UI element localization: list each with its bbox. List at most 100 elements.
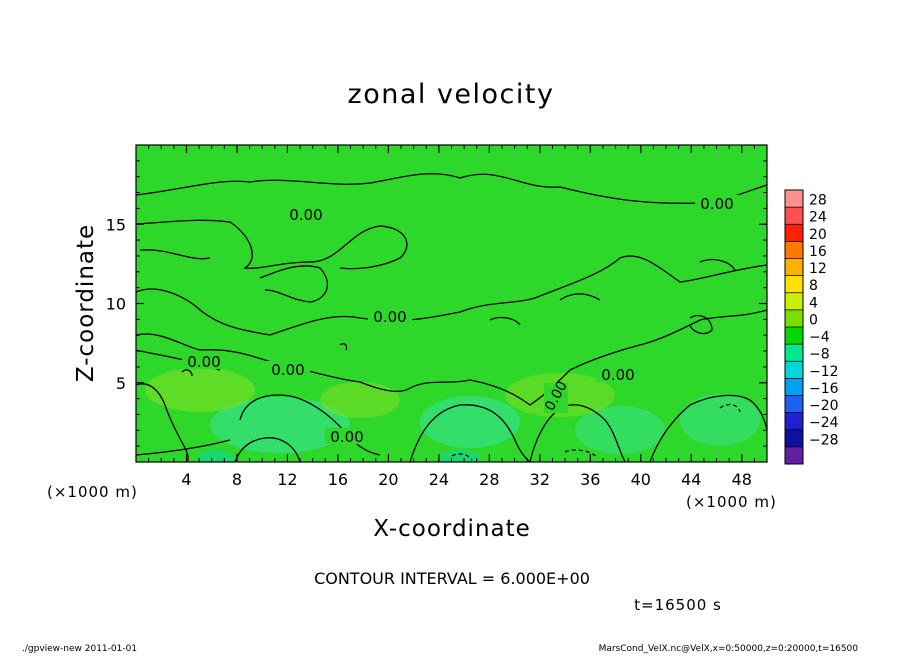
contour-line-dashed — [719, 403, 741, 413]
contour-line — [489, 316, 521, 326]
contour-label-bg — [284, 206, 328, 222]
colorbar-swatch — [785, 292, 803, 311]
x-tick-label: 24 — [429, 470, 449, 489]
shade-patch — [197, 450, 233, 462]
footer-source: MarsCond_VelX.nc@VelX,x=0:50000,z=0:2000… — [599, 644, 859, 654]
y-tick-label: 10 — [106, 295, 126, 314]
colorbar-label: −12 — [809, 364, 839, 380]
colorbar-swatch — [785, 412, 803, 431]
x-tick-label: 36 — [580, 470, 600, 489]
colorbar-swatch — [785, 309, 803, 328]
colorbar-label: 4 — [809, 295, 818, 311]
y-tick-label: 5 — [116, 374, 126, 393]
plot-area: 0.00 0.00 0.00 0.00 0.00 0.00 0.00 0.00 … — [106, 144, 768, 489]
contour-line — [139, 249, 211, 260]
shade-patch — [145, 368, 255, 412]
shade-patch — [210, 397, 350, 453]
colorbar-swatch — [785, 207, 803, 225]
contour-label: 0.00 — [601, 366, 634, 384]
x-axis: 4 8 12 16 20 24 28 32 36 40 44 48 — [148, 145, 755, 489]
colorbar-swatch — [785, 378, 803, 396]
y-tick-label: 15 — [106, 215, 126, 234]
contour-label-bg — [325, 428, 369, 444]
contour-line — [136, 219, 408, 270]
footer-program: ./gpview-new 2011-01-01 — [22, 644, 137, 654]
chart-title: zonal velocity — [348, 79, 555, 110]
contour-line — [559, 293, 601, 301]
colorbar-label: −8 — [809, 347, 830, 363]
colorbar-label: 20 — [809, 227, 827, 243]
field-shading — [145, 368, 760, 462]
shade-patch — [320, 382, 400, 418]
contour-line — [339, 343, 348, 351]
contour-label: 0.00 — [373, 308, 406, 326]
contour-line — [529, 404, 626, 462]
colorbar-label: −16 — [809, 381, 839, 397]
x-tick-label: 4 — [181, 470, 191, 489]
contour-label: 0.00 — [700, 195, 733, 213]
colorbar-swatch — [785, 258, 803, 276]
contour-line — [259, 265, 329, 303]
colorbar-label: −24 — [809, 415, 839, 431]
contour-line-dashed — [564, 449, 599, 459]
shade-patch — [420, 396, 520, 448]
colorbar-swatch — [785, 275, 803, 294]
colorbar-swatch — [785, 224, 803, 242]
contour-line — [234, 437, 301, 462]
x-axis-unit: (×1000 m) — [686, 493, 777, 511]
x-tick-label: 44 — [681, 470, 701, 489]
contour-label: 0.00 — [330, 428, 363, 446]
contour-lines — [136, 173, 767, 462]
contour-line — [689, 315, 713, 335]
colorbar-swatch — [785, 327, 803, 345]
x-tick-label: 8 — [232, 470, 242, 489]
colorbar-label: 8 — [809, 278, 818, 294]
contour-label-bg — [544, 383, 568, 413]
contour-label-bg — [182, 353, 226, 369]
colorbar-swatch — [785, 429, 803, 448]
contour-line — [136, 439, 231, 456]
x-tick-label: 48 — [732, 470, 752, 489]
x-tick-label: 12 — [277, 470, 297, 489]
contour-line — [699, 258, 736, 271]
colorbar-swatch — [785, 241, 803, 259]
colorbar-label: 24 — [809, 210, 827, 226]
contour-line-dashed — [451, 453, 473, 461]
contour-line — [136, 309, 767, 406]
contour-line — [239, 394, 381, 456]
contour-interval-note: CONTOUR INTERVAL = 6.000E+00 — [314, 569, 590, 588]
shade-patch — [575, 406, 665, 454]
contour-label-bg — [266, 361, 310, 377]
contour-line — [409, 404, 531, 462]
shade-patch — [440, 450, 480, 462]
y-axis-unit: (×1000 m) — [47, 483, 138, 501]
contour-label-bg — [596, 366, 640, 382]
contour-line — [181, 369, 193, 377]
contour-line — [136, 255, 767, 336]
x-tick-label: 28 — [479, 470, 499, 489]
y-axis-label: Z-coordinate — [73, 224, 99, 382]
colorbar-label: 0 — [809, 312, 818, 328]
colorbar-label: −20 — [809, 398, 839, 414]
contour-line — [136, 383, 189, 462]
contour-label: 0.00 — [187, 353, 220, 371]
y-axis: 5 10 15 — [106, 160, 767, 447]
x-tick-label: 32 — [530, 470, 550, 489]
colorbar-swatch — [785, 190, 803, 208]
time-stamp: t=16500 s — [634, 596, 722, 614]
colorbar-label: 16 — [809, 244, 827, 260]
shade-patch — [680, 394, 760, 446]
x-axis-label: X-coordinate — [373, 516, 531, 542]
contour-label: 0.00 — [271, 361, 304, 379]
x-tick-label: 20 — [378, 470, 398, 489]
contour-labels: 0.00 0.00 0.00 0.00 0.00 0.00 0.00 0.00 — [182, 195, 739, 446]
colorbar-swatch — [785, 446, 803, 465]
contour-label: 0.00 — [289, 206, 322, 224]
colorbar-label: 12 — [809, 261, 827, 277]
colorbar-swatch — [785, 361, 803, 379]
colorbar-label: −4 — [809, 330, 830, 346]
x-tick-label: 16 — [328, 470, 348, 489]
